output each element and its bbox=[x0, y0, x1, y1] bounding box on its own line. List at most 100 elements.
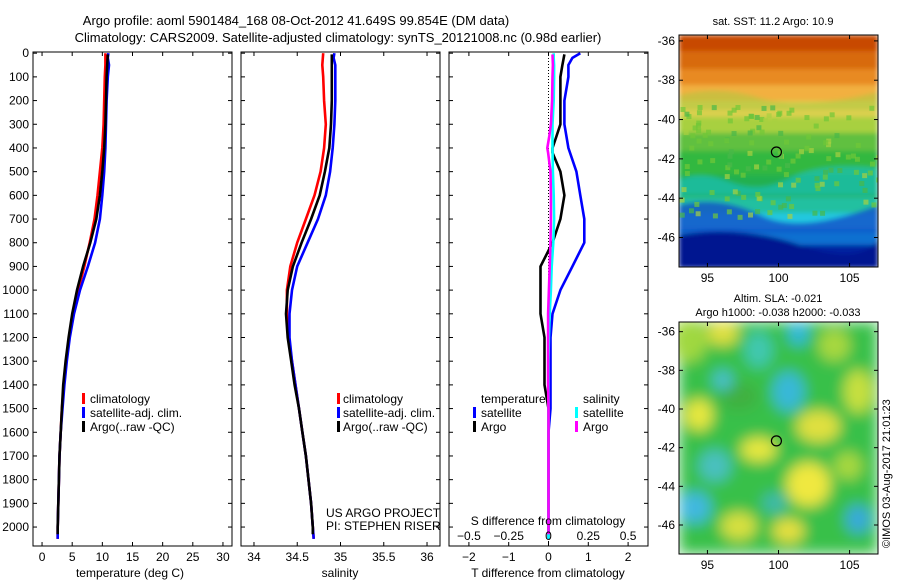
map-x-tick-label: 105 bbox=[840, 271, 860, 285]
map-y-tick-label: -36 bbox=[658, 34, 676, 48]
temperature-lines bbox=[56, 53, 111, 539]
x-tick-label: 34 bbox=[247, 550, 261, 564]
depth-tick-label: 900 bbox=[9, 259, 29, 273]
depth-tick-label: 0 bbox=[22, 46, 29, 60]
depth-tick-label: 300 bbox=[9, 117, 29, 131]
s-tick-label: 0 bbox=[545, 529, 552, 543]
depth-tick-label: 1200 bbox=[2, 331, 29, 345]
depth-tick-label: 700 bbox=[9, 212, 29, 226]
series-line-temperature-satellite bbox=[547, 52, 586, 539]
sla-map-image bbox=[679, 322, 878, 554]
imos-credit: ©IMOS 03-Aug-2017 21:01:23 bbox=[881, 399, 893, 548]
depth-tick-label: 1600 bbox=[2, 425, 29, 439]
legend-label-climatology: climatology bbox=[343, 392, 403, 406]
x-tick-label: 10 bbox=[96, 550, 110, 564]
s-tick-label: 0.5 bbox=[620, 529, 637, 543]
depth-tick-label: 200 bbox=[9, 94, 29, 108]
depth-tick-label: 1900 bbox=[2, 496, 29, 510]
x-tick-label: 0 bbox=[545, 550, 552, 564]
depth-tick-label: 100 bbox=[9, 70, 29, 84]
legend-swatch-satellite bbox=[82, 407, 85, 418]
map-y-tick-label: -42 bbox=[658, 152, 676, 166]
x-tick-label: 5 bbox=[69, 550, 76, 564]
depth-tick-label: 1000 bbox=[2, 283, 29, 297]
series-line-climatology bbox=[56, 53, 107, 539]
legend-swatch-climatology bbox=[337, 393, 340, 404]
legend-label-climatology: climatology bbox=[90, 392, 150, 406]
map-x-tick-label: 95 bbox=[701, 271, 715, 285]
legend-label-satellite: satellite-adj. clim. bbox=[90, 406, 182, 420]
x-tick-label: 34.5 bbox=[286, 550, 310, 564]
legend-label-temp-argo: Argo bbox=[481, 420, 507, 434]
x-tick-label: 1 bbox=[585, 550, 592, 564]
map-y-tick-label: -44 bbox=[658, 479, 676, 493]
legend-swatch-climatology bbox=[82, 393, 85, 404]
legend-swatch-sal-satellite bbox=[575, 407, 578, 418]
t-difference-x-ticks: −2 −1 0 1 2 bbox=[462, 52, 632, 564]
series-line-satellite-adj-clim- bbox=[56, 53, 111, 539]
x-tick-label: −2 bbox=[462, 550, 476, 564]
project-label: US ARGO PROJECT bbox=[326, 506, 441, 520]
map-x-tick-label: 100 bbox=[768, 271, 788, 285]
map-y-tick-label: -40 bbox=[658, 402, 676, 416]
x-tick-label: 20 bbox=[156, 550, 170, 564]
legend-swatch-temp-argo bbox=[473, 421, 476, 432]
x-tick-label: 2 bbox=[625, 550, 632, 564]
depth-tick-label: 1500 bbox=[2, 402, 29, 416]
map-x-tick-label: 105 bbox=[840, 558, 860, 572]
legend-label-satellite: satellite-adj. clim. bbox=[343, 406, 435, 420]
x-tick-label: 35.5 bbox=[372, 550, 396, 564]
legend-title-salinity: salinity bbox=[583, 392, 620, 406]
depth-tick-label: 800 bbox=[9, 236, 29, 250]
temperature-legend: climatology satellite-adj. clim. Argo(..… bbox=[82, 392, 182, 434]
map-y-tick-label: -46 bbox=[658, 231, 676, 245]
sst-map-image bbox=[679, 35, 878, 267]
map-y-tick-label: -44 bbox=[658, 191, 676, 205]
s-difference-label: S difference from climatology bbox=[471, 514, 626, 528]
legend-swatch-argo bbox=[82, 421, 85, 432]
pi-label: PI: STEPHEN RISER bbox=[326, 519, 441, 533]
x-tick-label: −1 bbox=[502, 550, 516, 564]
salinity-lines bbox=[284, 52, 337, 539]
difference-depth-ticks bbox=[449, 52, 648, 528]
legend-title-temperature: temperature bbox=[481, 392, 546, 406]
s-tick-label: −0.25 bbox=[494, 529, 525, 543]
sla-map-title-line2: Argo h1000: -0.038 h2000: -0.033 bbox=[695, 307, 860, 319]
legend-swatch-temp-satellite bbox=[473, 407, 476, 418]
temperature-x-ticks: 0 5 10 15 20 25 30 bbox=[39, 52, 230, 564]
sla-map-title-line1: Altim. SLA: -0.021 bbox=[734, 293, 823, 305]
figure-title-line1: Argo profile: aoml 5901484_168 08-Oct-20… bbox=[83, 13, 509, 28]
difference-panel: −2 −1 0 1 2 T difference from climatology S … bbox=[448, 51, 649, 580]
series-line-argo-raw-qc- bbox=[284, 54, 334, 535]
s-difference-tick-labels: −0.5 −0.25 0 0.25 0.5 bbox=[457, 529, 637, 543]
difference-legend: temperature salinity satellite Argo sate… bbox=[473, 392, 624, 434]
map-y-tick-label: -40 bbox=[658, 113, 676, 127]
depth-tick-label: 600 bbox=[9, 188, 29, 202]
salinity-x-label: salinity bbox=[322, 566, 359, 580]
depth-tick-label: 1300 bbox=[2, 354, 29, 368]
map-y-tick-label: -46 bbox=[658, 518, 676, 532]
temperature-x-label: temperature (deg C) bbox=[76, 566, 184, 580]
sst-map-panel: sat. SST: 11.2 Argo: 10.9 95 100 105 -36 -38… bbox=[658, 16, 879, 285]
x-tick-label: 36 bbox=[420, 550, 434, 564]
x-tick-label: 35 bbox=[334, 550, 348, 564]
series-line-satellite-adj-clim- bbox=[288, 52, 337, 539]
difference-lines bbox=[539, 52, 586, 539]
legend-swatch-satellite bbox=[337, 407, 340, 418]
sst-map-ticks: 95 100 105 -36 -38 -40 -42 -44 -46 bbox=[658, 34, 878, 285]
salinity-axes-frame bbox=[240, 51, 441, 547]
map-y-tick-label: -42 bbox=[658, 441, 676, 455]
x-tick-label: 25 bbox=[186, 550, 200, 564]
legend-label-temp-satellite: satellite bbox=[481, 406, 522, 420]
figure-title-line2: Climatology: CARS2009. Satellite-adjuste… bbox=[75, 30, 602, 45]
depth-tick-label: 1700 bbox=[2, 449, 29, 463]
argo-location-marker bbox=[770, 435, 783, 447]
legend-label-argo: Argo(..raw -QC) bbox=[90, 420, 175, 434]
temperature-axes-frame bbox=[32, 51, 233, 547]
sla-map-panel: Altim. SLA: -0.021 Argo h1000: -0.038 h2… bbox=[658, 293, 879, 572]
map-x-tick-label: 95 bbox=[701, 558, 715, 572]
salinity-depth-ticks bbox=[241, 52, 440, 528]
legend-swatch-sal-argo bbox=[575, 421, 578, 432]
